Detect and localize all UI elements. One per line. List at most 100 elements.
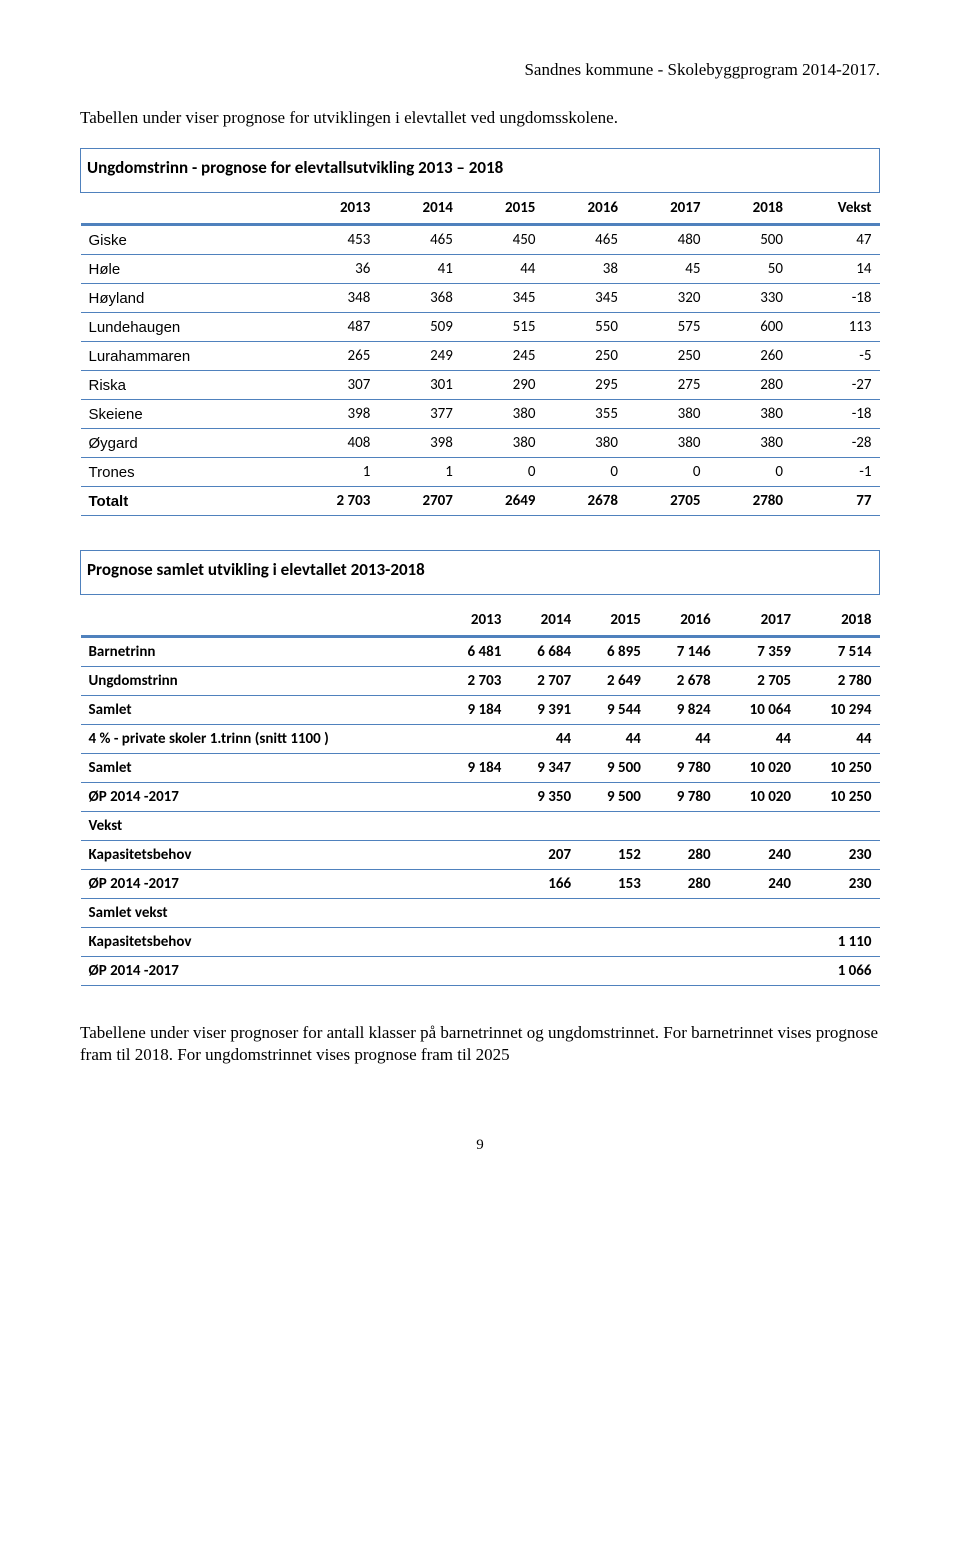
row-label: Vekst — [81, 811, 440, 840]
cell: 290 — [461, 371, 544, 400]
cell: 2 705 — [719, 666, 799, 695]
row-label: ØP 2014 -2017 — [81, 956, 440, 985]
cell: 1 066 — [799, 956, 879, 985]
table-header-row: 2013 2014 2015 2016 2017 2018 — [81, 605, 880, 637]
cell: 355 — [543, 400, 626, 429]
table-title-row: Ungdomstrinn - prognose for elevtallsutv… — [81, 149, 880, 193]
cell: 50 — [708, 255, 791, 284]
cell: 465 — [378, 225, 461, 255]
cell: 36 — [290, 255, 379, 284]
cell: 600 — [708, 313, 791, 342]
cell — [440, 811, 510, 840]
row-label: Skeiene — [81, 400, 290, 429]
cell — [440, 840, 510, 869]
col-2016: 2016 — [543, 193, 626, 225]
cell: 295 — [543, 371, 626, 400]
cell: 240 — [719, 869, 799, 898]
cell: 345 — [461, 284, 544, 313]
col-2016: 2016 — [649, 605, 719, 637]
row-label: Øygard — [81, 429, 290, 458]
col-2015: 2015 — [461, 193, 544, 225]
row-label: Høle — [81, 255, 290, 284]
col-2015: 2015 — [579, 605, 649, 637]
cell: 275 — [626, 371, 709, 400]
cell: 345 — [543, 284, 626, 313]
page-header: Sandnes kommune - Skolebyggprogram 2014-… — [80, 60, 880, 80]
cell — [579, 927, 649, 956]
cell: 307 — [290, 371, 379, 400]
cell: 330 — [708, 284, 791, 313]
row-label: Lundehaugen — [81, 313, 290, 342]
col-2014: 2014 — [378, 193, 461, 225]
cell: 44 — [579, 724, 649, 753]
cell: 301 — [378, 371, 461, 400]
col-2013: 2013 — [290, 193, 379, 225]
row-label: Samlet — [81, 695, 440, 724]
cell: 9 500 — [579, 782, 649, 811]
row-label: ØP 2014 -2017 — [81, 782, 440, 811]
cell: 47 — [791, 225, 879, 255]
cell: 6 481 — [440, 636, 510, 666]
row-label: Giske — [81, 225, 290, 255]
cell: 377 — [378, 400, 461, 429]
cell: 45 — [626, 255, 709, 284]
cell: 265 — [290, 342, 379, 371]
intro-paragraph: Tabellen under viser prognose for utvikl… — [80, 108, 880, 128]
cell — [649, 811, 719, 840]
cell: 44 — [649, 724, 719, 753]
cell: 380 — [708, 429, 791, 458]
cell — [440, 724, 510, 753]
table-row: Høle36414438455014 — [81, 255, 880, 284]
cell: 44 — [461, 255, 544, 284]
cell: 280 — [649, 840, 719, 869]
cell: 41 — [378, 255, 461, 284]
cell: 453 — [290, 225, 379, 255]
cell: 6 895 — [579, 636, 649, 666]
table-row: Skeiene398377380355380380-18 — [81, 400, 880, 429]
cell — [509, 811, 579, 840]
table-row: Lurahammaren265249245250250260-5 — [81, 342, 880, 371]
row-label: Totalt — [81, 487, 290, 516]
col-2017: 2017 — [719, 605, 799, 637]
cell: 280 — [708, 371, 791, 400]
table-row: Øygard408398380380380380-28 — [81, 429, 880, 458]
cell: 152 — [579, 840, 649, 869]
row-label: 4 % - private skoler 1.trinn (snitt 1100… — [81, 724, 440, 753]
cell: 380 — [543, 429, 626, 458]
cell — [579, 811, 649, 840]
col-2018: 2018 — [799, 605, 879, 637]
row-label: Trones — [81, 458, 290, 487]
table-row: Vekst — [81, 811, 880, 840]
cell: 9 780 — [649, 782, 719, 811]
cell: 9 184 — [440, 695, 510, 724]
cell: 0 — [708, 458, 791, 487]
table-row: Høyland348368345345320330-18 — [81, 284, 880, 313]
cell: 77 — [791, 487, 879, 516]
row-label: Høyland — [81, 284, 290, 313]
table-row: Barnetrinn6 4816 6846 8957 1467 3597 514 — [81, 636, 880, 666]
cell: -18 — [791, 284, 879, 313]
cell: 0 — [543, 458, 626, 487]
cell: 1 — [378, 458, 461, 487]
table-row: Kapasitetsbehov 1 110 — [81, 927, 880, 956]
cell: 320 — [626, 284, 709, 313]
table-title-row: Prognose samlet utvikling i elevtallet 2… — [81, 551, 880, 595]
cell: 368 — [378, 284, 461, 313]
cell: 398 — [290, 400, 379, 429]
row-label: Lurahammaren — [81, 342, 290, 371]
cell: 0 — [626, 458, 709, 487]
cell: 550 — [543, 313, 626, 342]
cell: 10 250 — [799, 782, 879, 811]
cell: 2 703 — [440, 666, 510, 695]
cell: 14 — [791, 255, 879, 284]
cell: 230 — [799, 869, 879, 898]
col-2013: 2013 — [440, 605, 510, 637]
cell: 2707 — [378, 487, 461, 516]
col-vekst: Vekst — [791, 193, 879, 225]
cell: 2780 — [708, 487, 791, 516]
cell: 0 — [461, 458, 544, 487]
row-label: Kapasitetsbehov — [81, 927, 440, 956]
cell: 480 — [626, 225, 709, 255]
cell: 7 359 — [719, 636, 799, 666]
cell: 1 110 — [799, 927, 879, 956]
